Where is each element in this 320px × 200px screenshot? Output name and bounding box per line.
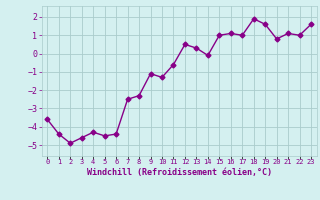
X-axis label: Windchill (Refroidissement éolien,°C): Windchill (Refroidissement éolien,°C)	[87, 168, 272, 177]
